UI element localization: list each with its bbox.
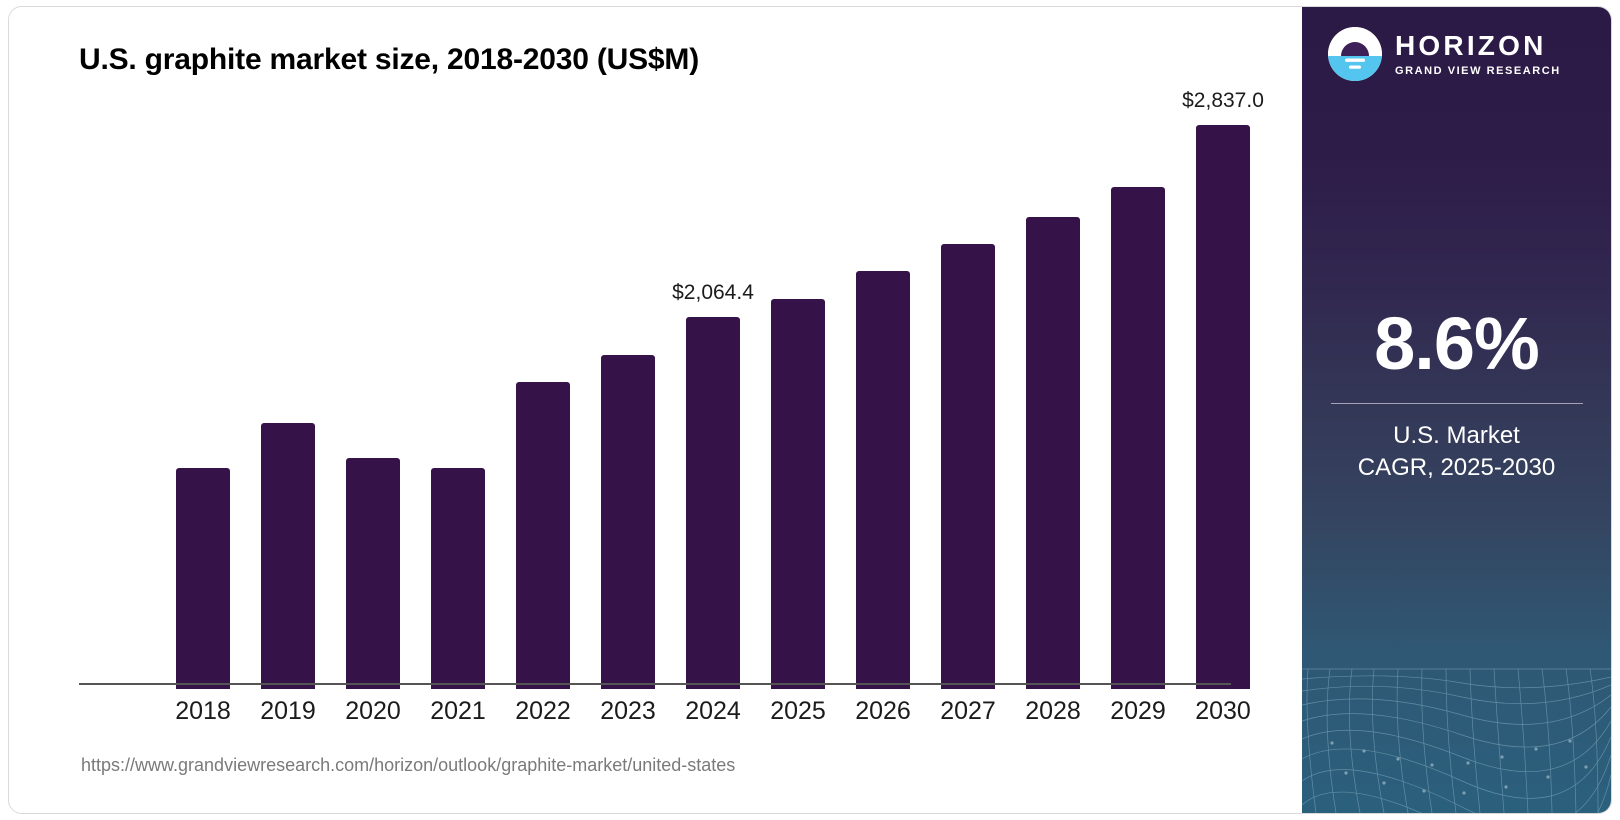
- bar-2029[interactable]: [1111, 187, 1165, 689]
- wireframe-mesh-decoration: [1302, 668, 1611, 813]
- bar-2024[interactable]: [686, 317, 740, 689]
- chart-card: U.S. graphite market size, 2018-2030 (US…: [8, 6, 1612, 814]
- bar-2022[interactable]: [516, 382, 570, 689]
- x-axis-label-2021: 2021: [430, 697, 486, 725]
- bar-2018[interactable]: [176, 468, 230, 689]
- brand-sidebar: HORIZON GRAND VIEW RESEARCH 8.6% U.S. Ma…: [1302, 7, 1611, 813]
- cagr-highlight: 8.6% U.S. Market CAGR, 2025-2030: [1302, 307, 1611, 485]
- horizon-sun-icon: [1328, 27, 1382, 81]
- x-axis-label-2027: 2027: [940, 697, 996, 725]
- x-axis-label-2022: 2022: [515, 697, 571, 725]
- x-axis-label-2018: 2018: [175, 697, 231, 725]
- horizon-logo: HORIZON GRAND VIEW RESEARCH: [1328, 23, 1590, 85]
- logo-wordmark: HORIZON GRAND VIEW RESEARCH: [1395, 29, 1561, 77]
- x-axis-label-2025: 2025: [770, 697, 826, 725]
- bar-2019[interactable]: [261, 423, 315, 689]
- cagr-caption-period: CAGR, 2025-2030: [1357, 454, 1556, 482]
- cagr-caption-market: U.S. Market: [1393, 422, 1520, 449]
- x-axis-label-2026: 2026: [855, 697, 911, 725]
- bar-2021[interactable]: [431, 468, 485, 689]
- x-axis-label-2023: 2023: [600, 697, 656, 725]
- bar-2027[interactable]: [941, 244, 995, 689]
- x-axis-label-2030: 2030: [1195, 697, 1251, 725]
- bar-2028[interactable]: [1026, 217, 1080, 689]
- bar-2020[interactable]: [346, 458, 400, 689]
- chart-pane: U.S. graphite market size, 2018-2030 (US…: [9, 7, 1304, 813]
- bar-2023[interactable]: [601, 355, 655, 689]
- x-axis-label-2019: 2019: [260, 697, 316, 725]
- cagr-value: 8.6%: [1374, 302, 1540, 385]
- bar-2030[interactable]: [1196, 125, 1250, 689]
- bar-2025[interactable]: [771, 299, 825, 689]
- x-axis-line: [79, 683, 1231, 685]
- logo-subtitle: GRAND VIEW RESEARCH: [1395, 64, 1561, 77]
- logo-title: HORIZON: [1395, 29, 1547, 61]
- bar-2026[interactable]: [856, 271, 910, 689]
- source-url[interactable]: https://www.grandviewresearch.com/horizo…: [81, 755, 736, 775]
- x-axis-label-2029: 2029: [1110, 697, 1166, 725]
- chart-title: U.S. graphite market size, 2018-2030 (US…: [79, 43, 699, 76]
- x-axis-label-2024: 2024: [685, 697, 741, 725]
- x-axis-label-2028: 2028: [1025, 697, 1081, 725]
- cagr-divider: [1330, 403, 1583, 404]
- bar-value-label-2030: $2,837.0: [1182, 89, 1264, 112]
- x-axis-label-2020: 2020: [345, 697, 401, 725]
- bar-plot-area: $2,064.4 $2,837.0: [79, 77, 1264, 689]
- bar-value-label-2024: $2,064.4: [672, 281, 754, 304]
